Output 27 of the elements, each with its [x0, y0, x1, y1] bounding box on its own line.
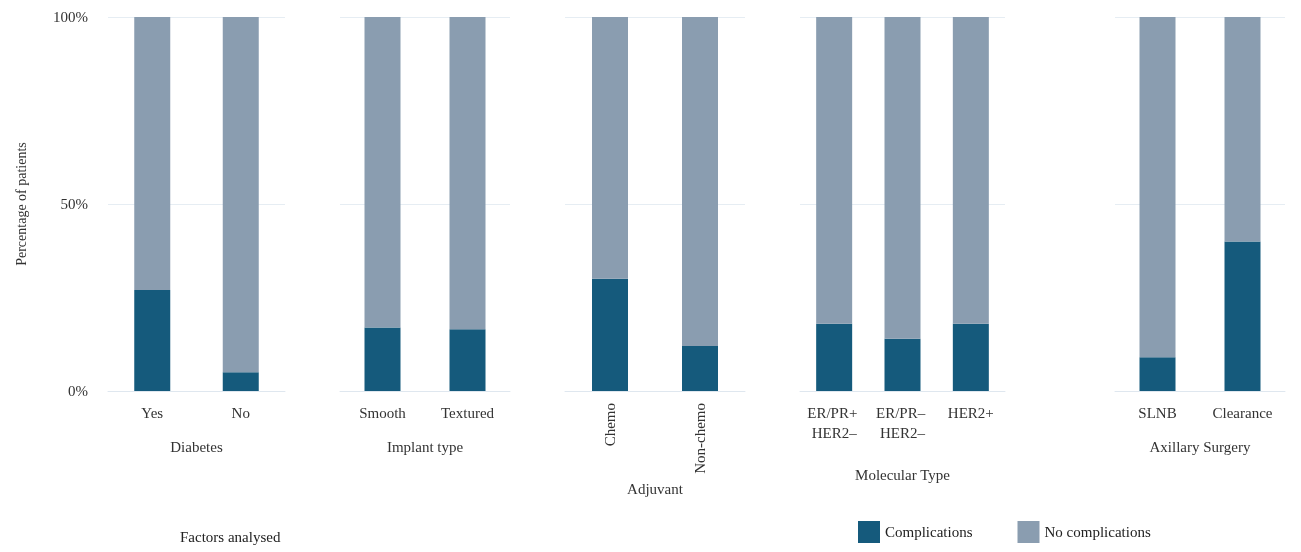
y-axis-title: Percentage of patients [13, 142, 29, 266]
bar [134, 17, 171, 291]
x-axis-title: Implant type [386, 438, 464, 455]
legend-label: Complications [885, 524, 973, 540]
x-axis-title: Molecular Type [855, 466, 951, 483]
y-tick-label: 100% [53, 9, 88, 25]
x-tick-label: Textured [440, 405, 495, 421]
x-tick-label: Yes [141, 405, 164, 421]
x-axis-title: Diabetes [170, 438, 223, 455]
bar [222, 17, 259, 373]
x-tick-label: ER/PR– HER2– [876, 405, 929, 441]
x-tick-label: No [231, 405, 250, 421]
y-tick-label: 0% [68, 383, 88, 399]
x-axis-title: Adjuvant [627, 481, 684, 498]
legend-label: No complications [1044, 524, 1151, 540]
bar [134, 290, 171, 391]
x-tick-label: Chemo [602, 403, 618, 447]
x-tick-label: ER/PR+ HER2– [807, 405, 862, 441]
x-axis-title: Axillary Surgery [1149, 438, 1251, 455]
text: Factors analysed [180, 528, 281, 545]
x-tick-label: SLNB [1138, 405, 1177, 421]
x-tick-label: HER2+ [947, 405, 994, 421]
y-tick-label: 50% [60, 196, 88, 212]
x-tick-label: Clearance [1212, 405, 1273, 421]
x-tick-label: Non-chemo [692, 403, 708, 474]
bar [222, 372, 259, 391]
x-tick-label: Smooth [359, 405, 407, 421]
